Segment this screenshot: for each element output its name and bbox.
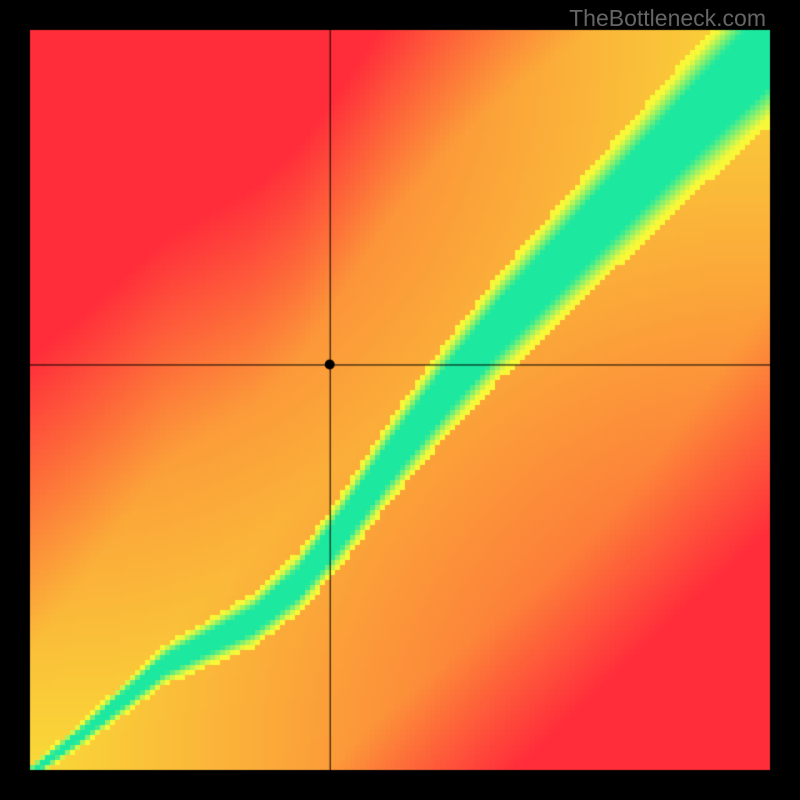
- watermark-text: TheBottleneck.com: [569, 5, 766, 32]
- chart-container: TheBottleneck.com: [0, 0, 800, 800]
- heatmap-canvas: [0, 0, 800, 800]
